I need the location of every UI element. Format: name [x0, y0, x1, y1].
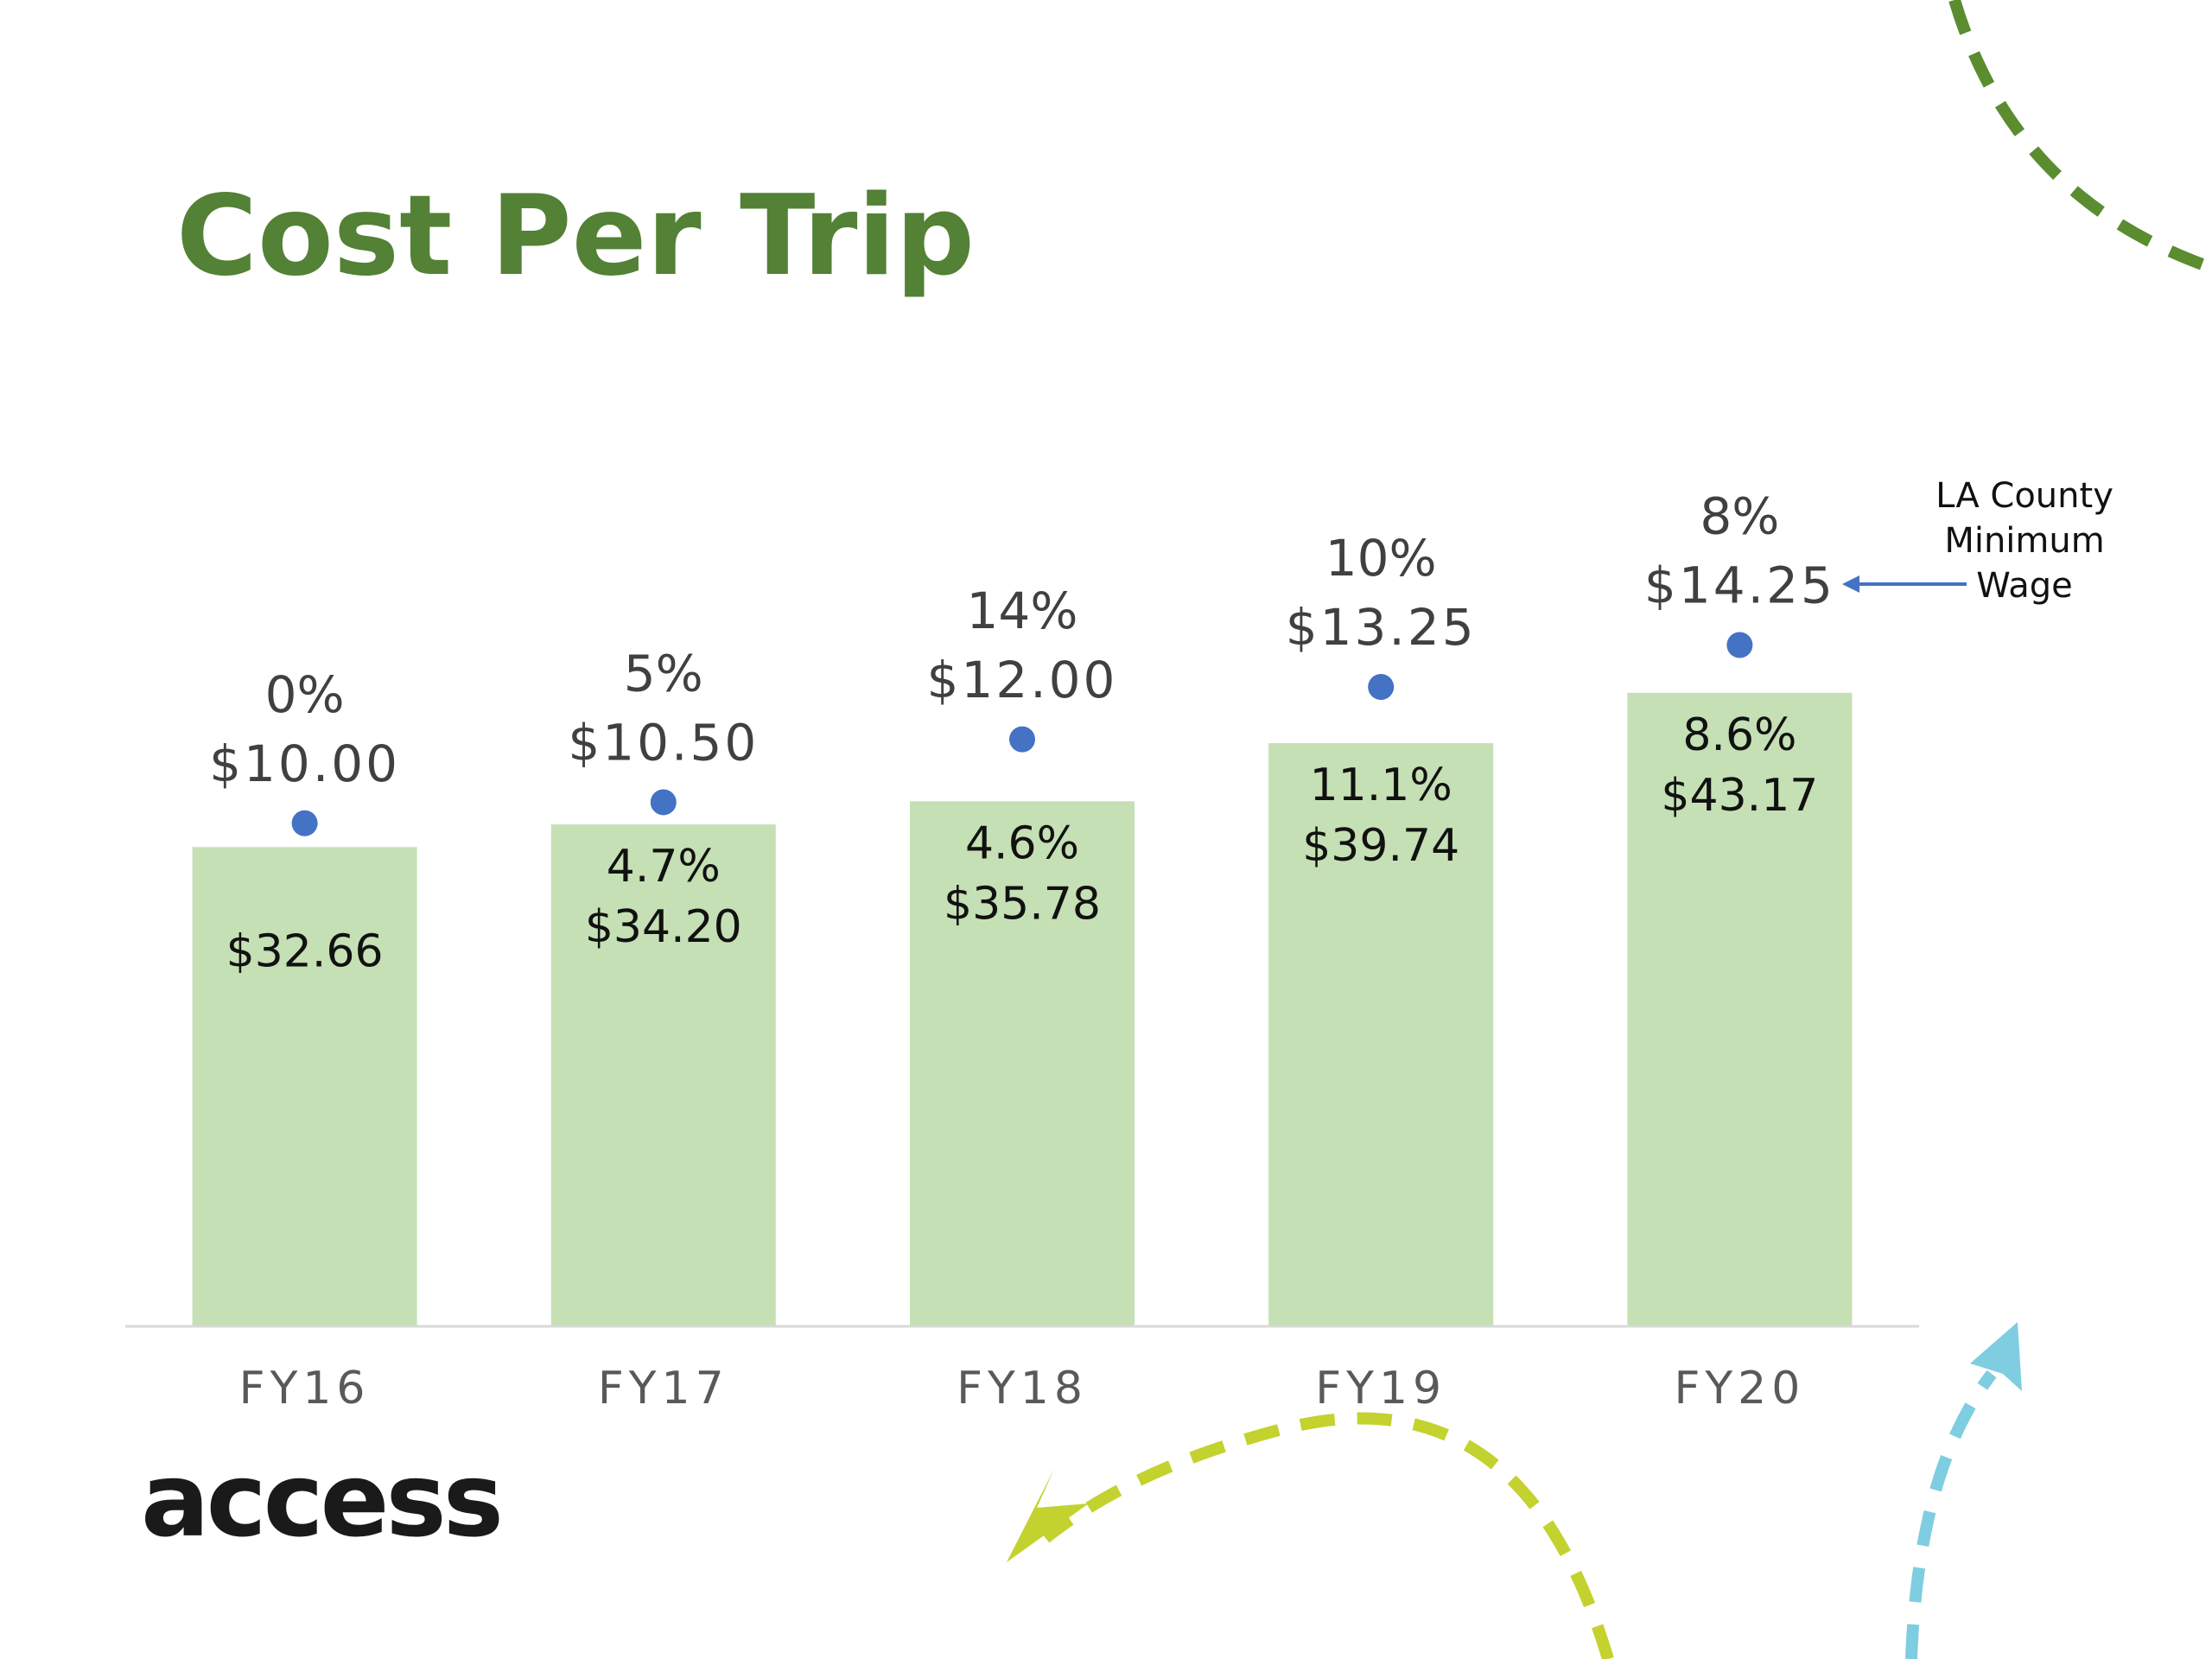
bar-value-label: $39.74	[1302, 820, 1459, 872]
dot-value-label: $12.00	[927, 651, 1118, 709]
x-tick-label: FY16	[239, 1363, 371, 1414]
bar-value-label: $35.78	[944, 878, 1101, 930]
x-tick-label: FY18	[957, 1363, 1088, 1414]
dot-growth-label: 10%	[1325, 529, 1437, 588]
bar	[910, 801, 1135, 1326]
bar-value-label: $32.66	[226, 925, 384, 977]
bar	[550, 824, 776, 1326]
dot	[291, 810, 318, 836]
logo: access	[141, 1440, 500, 1560]
bar	[1627, 692, 1853, 1326]
chart-title: Cost Per Trip	[176, 172, 975, 301]
dot	[1009, 726, 1035, 753]
bar-growth-label: 4.7%	[607, 841, 721, 893]
bar-value-label: $34.20	[585, 901, 742, 953]
x-tick-label: FY20	[1674, 1363, 1805, 1414]
annotation: LA County Minimum Wage	[1936, 476, 2113, 606]
decor-arc	[1905, 1370, 1997, 1659]
dot-value-label: $10.50	[568, 714, 759, 772]
dot-growth-label: 8%	[1700, 487, 1779, 546]
decor-arc	[1041, 1412, 1614, 1659]
x-tick-label: FY19	[1315, 1363, 1446, 1414]
dot-value-label: $10.00	[209, 734, 400, 793]
dot	[1368, 674, 1395, 701]
dot	[1726, 632, 1753, 658]
bar-value-label: $43.17	[1661, 770, 1818, 822]
dot	[650, 789, 677, 816]
decor-arrowhead	[1007, 1469, 1089, 1562]
bar	[1268, 743, 1494, 1326]
x-tick-label: FY17	[598, 1363, 729, 1414]
bar-growth-label: 8.6%	[1682, 709, 1796, 761]
decor-arc	[1948, 0, 2212, 274]
decor-arrowhead	[1970, 1322, 2022, 1391]
bar-growth-label: 4.6%	[965, 817, 1079, 869]
dot-value-label: $14.25	[1644, 556, 1835, 615]
dot-growth-label: 5%	[624, 645, 703, 703]
dot-growth-label: 14%	[967, 582, 1078, 640]
dot-growth-label: 0%	[265, 665, 345, 724]
bar-growth-label: 11.1%	[1310, 760, 1452, 811]
bar	[192, 847, 417, 1326]
dot-value-label: $13.25	[1286, 598, 1477, 657]
